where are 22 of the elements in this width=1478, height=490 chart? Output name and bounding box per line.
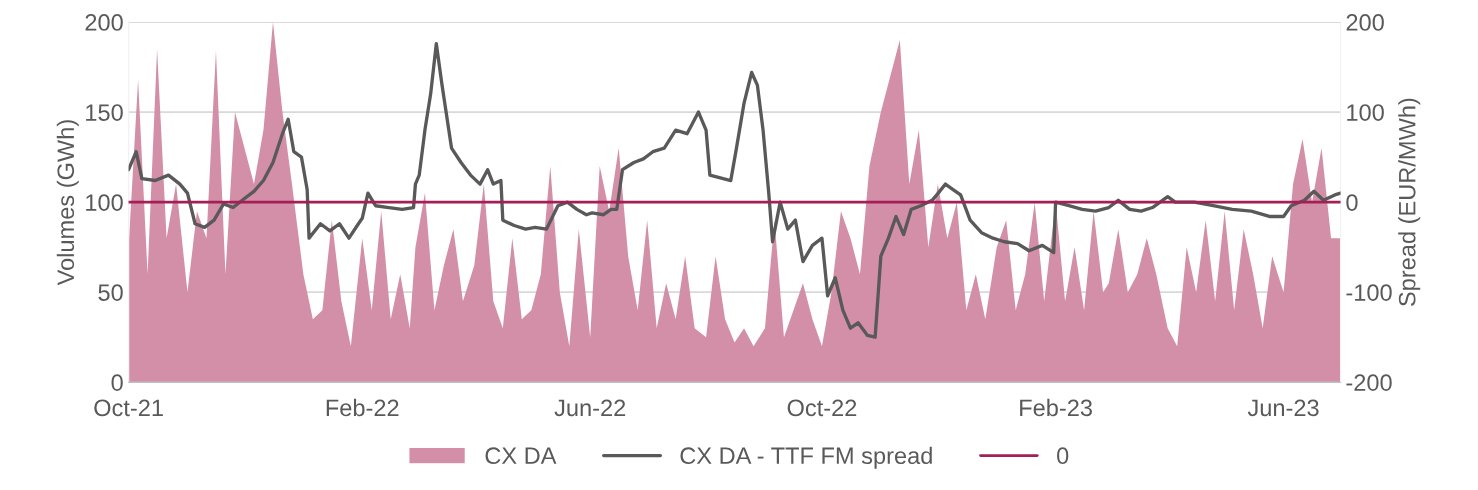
y2-tick-label: 100: [1347, 104, 1384, 121]
y2-tick-label: -100: [1346, 284, 1392, 301]
y-tick-label: 200: [85, 14, 123, 31]
x-tick-label: Jun-23: [1247, 399, 1319, 417]
y2-axis-title: Spread (EUR/MWh): [1398, 98, 1421, 307]
x-tick-label: Oct-22: [787, 399, 857, 417]
y-tick-label: 150: [86, 104, 123, 121]
y-tick-label: 0: [111, 374, 123, 391]
y-tick-label: 50: [98, 284, 123, 301]
x-tick-label: Feb-23: [1020, 398, 1092, 417]
y2-tick-label: 0: [1346, 194, 1358, 211]
y-tick-label: 100: [86, 194, 123, 211]
legend-label: CX DA: [485, 447, 557, 465]
x-tick-label: Jun-22: [554, 399, 626, 417]
x-tick-label: Feb-22: [326, 398, 399, 417]
legend-label: 0: [1057, 447, 1069, 465]
y-axis-title: Volumes (GWh): [56, 120, 79, 286]
x-tick-label: Oct-21: [94, 399, 163, 417]
legend-label: CX DA - TTF FM spread: [680, 446, 932, 469]
y2-tick-label: -200: [1346, 374, 1392, 391]
y2-tick-label: 200: [1346, 14, 1384, 31]
line-series: [128, 41, 1341, 339]
